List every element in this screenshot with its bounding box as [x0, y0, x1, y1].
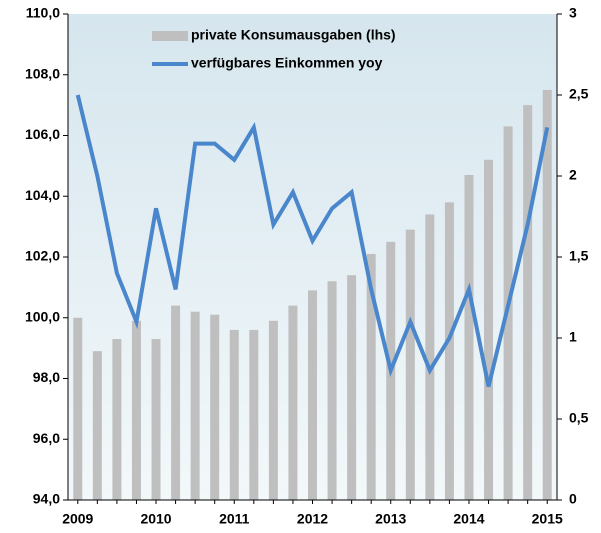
x-tick-label: 2012	[297, 511, 328, 527]
y2-tick-label: 0	[569, 491, 577, 507]
bar	[308, 290, 317, 500]
legend-label: private Konsumausgaben (lhs)	[191, 27, 396, 43]
x-tick-label: 2010	[140, 511, 171, 527]
x-tick-label: 2009	[62, 511, 93, 527]
bar	[366, 253, 376, 500]
bar	[229, 329, 239, 500]
x-tick-label: 2015	[532, 511, 563, 527]
bar	[347, 275, 357, 500]
bar	[210, 314, 220, 500]
bar	[92, 351, 102, 500]
y2-tick-label: 2,5	[569, 86, 589, 102]
x-tick-label: 2013	[375, 511, 406, 527]
y-tick-label: 104,0	[25, 187, 60, 203]
y-tick-label: 110,0	[26, 5, 60, 21]
x-tick-label: 2014	[453, 511, 484, 527]
legend-label: verfügbares Einkommen yoy	[191, 55, 383, 71]
y-tick-label: 102,0	[25, 248, 60, 264]
y-tick-label: 100,0	[25, 308, 60, 324]
bar	[171, 305, 181, 500]
y-tick-label: 96,0	[33, 430, 60, 446]
line	[75, 94, 550, 388]
y2-tick-label: 1,5	[569, 248, 589, 264]
bar	[425, 214, 435, 500]
bar	[151, 339, 161, 500]
y2-tick-label: 0,5	[569, 410, 589, 426]
bar	[523, 105, 533, 500]
bar	[112, 339, 122, 500]
y2-tick-label: 3	[569, 5, 577, 21]
bar	[327, 281, 337, 500]
bar	[249, 329, 259, 500]
x-tick-label: 2011	[219, 511, 250, 527]
bar	[190, 311, 200, 500]
y-tick-label: 106,0	[25, 126, 60, 142]
y-tick-label: 108,0	[25, 65, 60, 81]
bar	[405, 229, 415, 500]
y2-tick-label: 1	[569, 329, 577, 345]
bar	[542, 89, 552, 500]
y-tick-label: 94,0	[33, 491, 60, 507]
bar	[444, 202, 454, 500]
y2-tick-label: 2	[569, 167, 577, 183]
bar	[268, 320, 278, 500]
bar	[131, 320, 141, 500]
y-tick-label: 98,0	[33, 369, 60, 385]
bar	[288, 305, 298, 500]
bar	[73, 317, 83, 500]
bar	[464, 174, 474, 501]
legend-swatch	[152, 31, 188, 41]
bar	[484, 159, 494, 501]
